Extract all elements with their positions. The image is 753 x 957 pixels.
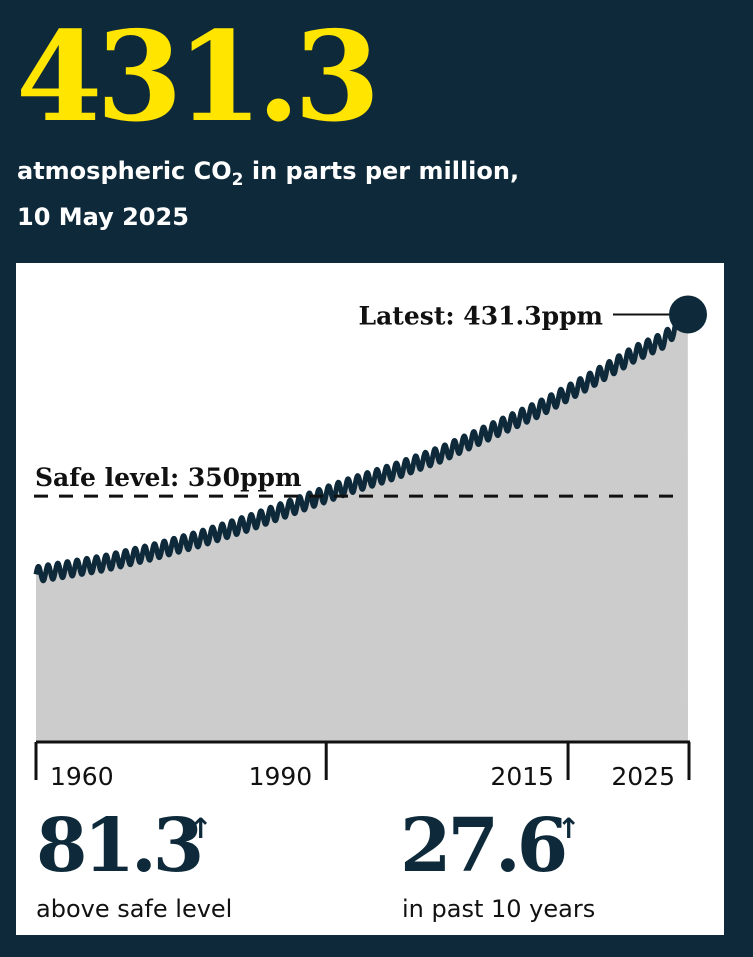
safe-level-label: Safe level: 350ppm bbox=[35, 463, 301, 492]
x-tick-label-2025: 2025 bbox=[611, 762, 675, 791]
stat-past-10-years-arrow-icon: ↑ bbox=[557, 812, 581, 845]
subtitle-suffix: in parts per million, bbox=[243, 157, 520, 185]
stat-above-safe-value: 81.3 bbox=[36, 803, 204, 889]
x-tick-label-2015: 2015 bbox=[490, 762, 554, 791]
stat-past-10-years-label: in past 10 years bbox=[402, 895, 596, 923]
co2-area bbox=[36, 308, 688, 742]
subtitle-subscript: 2 bbox=[231, 170, 244, 190]
co2-series-line bbox=[33, 305, 690, 584]
co2-chart: Safe level: 350ppm Latest: 431.3ppm 1960 19… bbox=[33, 295, 707, 791]
x-tick-label-1960: 1960 bbox=[50, 762, 114, 791]
latest-point bbox=[669, 295, 707, 334]
stat-above-safe-label: above safe level bbox=[36, 895, 233, 923]
subtitle-prefix: atmospheric CO bbox=[17, 157, 232, 185]
stat-above-safe-arrow-icon: ↑ bbox=[189, 812, 213, 845]
subtitle-date: 10 May 2025 bbox=[17, 203, 189, 231]
headline-subtitle: atmospheric CO2 in parts per million, 10… bbox=[17, 148, 637, 240]
headline-value: 431.3 bbox=[16, 5, 380, 150]
stat-past-10-years-value: 27.6 bbox=[400, 803, 568, 889]
latest-label: Latest: 431.3ppm bbox=[359, 301, 603, 330]
x-tick-label-1990: 1990 bbox=[249, 762, 313, 791]
chart-panel: Safe level: 350ppm Latest: 431.3ppm 1960 19… bbox=[16, 263, 724, 935]
